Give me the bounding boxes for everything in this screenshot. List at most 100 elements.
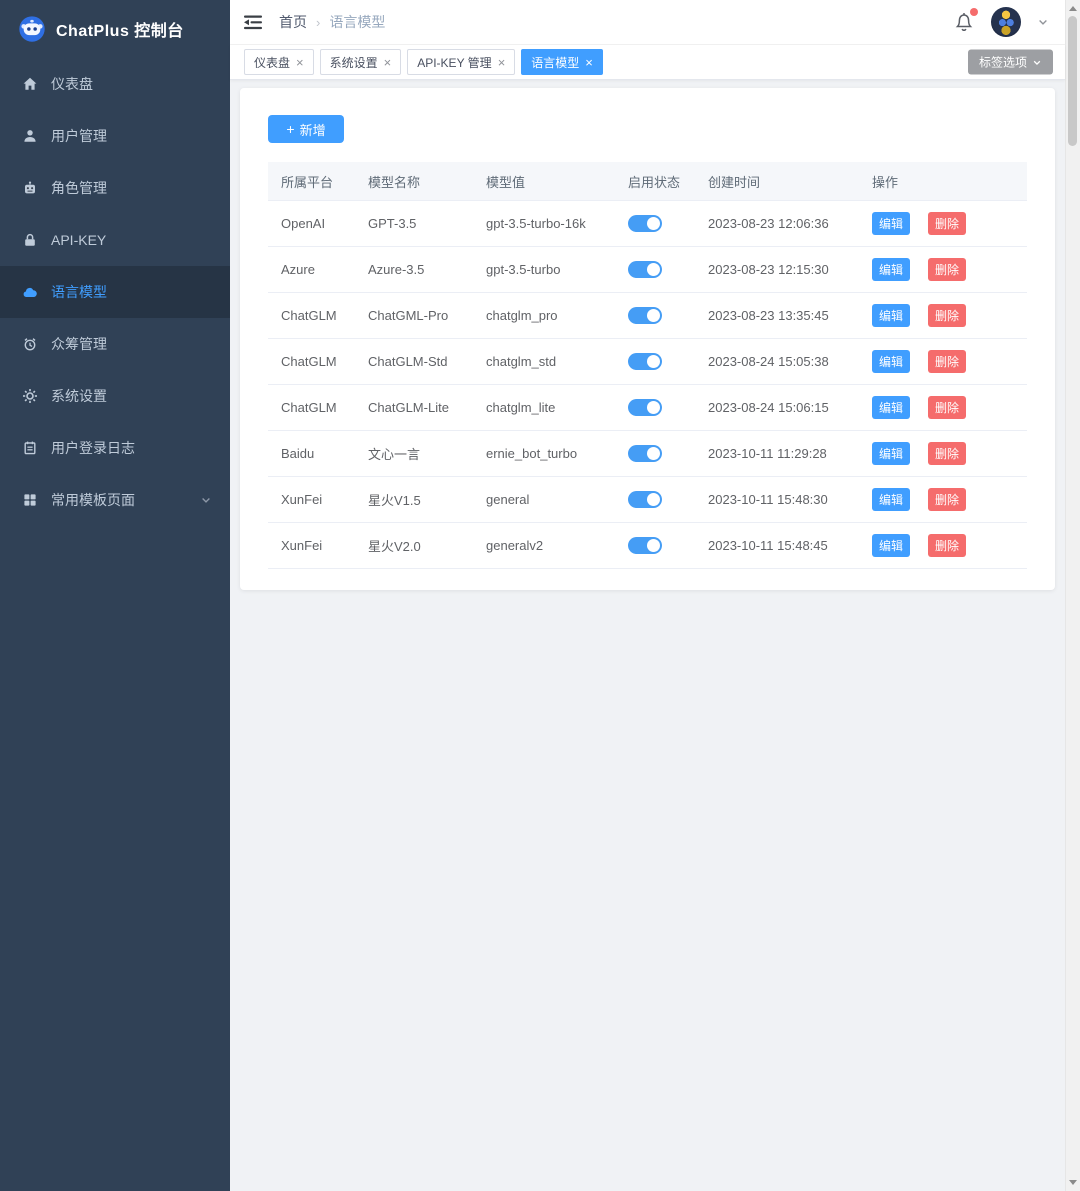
cell-model-value: generalv2	[486, 538, 544, 553]
sidebar-item[interactable]: API-KEY	[0, 214, 230, 266]
col-platform: 所属平台	[281, 174, 334, 190]
cell-platform: XunFei	[281, 538, 323, 553]
sidebar-item[interactable]: 用户登录日志	[0, 422, 230, 474]
table-header-row: 所属平台 模型名称 模型值 启用状态 创建时间 操作	[268, 162, 1027, 201]
sidebar-item-label: 用户管理	[51, 128, 107, 144]
edit-button[interactable]: 编辑	[872, 488, 911, 511]
gear-icon	[22, 388, 38, 404]
tab-label: 仪表盘	[254, 55, 291, 70]
cell-created-time: 2023-10-11 15:48:30	[708, 492, 828, 507]
sidebar-item[interactable]: 仪表盘	[0, 58, 230, 110]
enable-toggle[interactable]	[628, 215, 662, 233]
view-tab[interactable]: 语言模型 ×	[521, 49, 603, 75]
breadcrumb-home[interactable]: 首页	[279, 14, 307, 30]
table-row: ChatGLM ChatGML-Pro chatglm_pro 2023-08-23 …	[268, 293, 1027, 339]
edit-button[interactable]: 编辑	[872, 534, 911, 557]
sidebar-item-label: 角色管理	[51, 180, 107, 196]
view-tab[interactable]: 系统设置 ×	[319, 49, 402, 75]
enable-toggle[interactable]	[628, 353, 662, 371]
col-model-value: 模型值	[486, 174, 526, 190]
alarm-clock-icon	[22, 336, 38, 352]
tab-label: 系统设置	[329, 55, 378, 70]
cell-actions: 编辑 删除	[859, 488, 1027, 511]
cell-created-time: 2023-08-23 12:15:30	[708, 262, 829, 277]
app-logo: ChatPlus 控制台	[0, 0, 230, 58]
models-table: 所属平台 模型名称 模型值 启用状态 创建时间 操作 OpenAI GPT-3.5…	[268, 162, 1027, 569]
table-row: OpenAI GPT-3.5 gpt-3.5-turbo-16k 2023-08-23…	[268, 201, 1027, 247]
tab-label: 语言模型	[531, 55, 580, 70]
cell-model-name: ChatGML-Pro	[368, 308, 449, 323]
cell-created-time: 2023-08-23 12:06:36	[708, 216, 829, 231]
sidebar-item[interactable]: 众筹管理	[0, 318, 230, 370]
col-created-time: 创建时间	[708, 174, 761, 190]
edit-button[interactable]: 编辑	[872, 396, 911, 419]
sidebar-item-label: 系统设置	[51, 388, 107, 404]
scroll-up-arrow-icon[interactable]	[1069, 6, 1077, 11]
edit-button[interactable]: 编辑	[872, 304, 911, 327]
sidebar-item[interactable]: 用户管理	[0, 110, 230, 162]
sidebar-item-label: 众筹管理	[51, 336, 107, 352]
delete-button[interactable]: 删除	[928, 350, 967, 373]
sidebar-collapse-icon[interactable]	[244, 15, 263, 30]
cell-platform: ChatGLM	[281, 400, 337, 415]
table-body: OpenAI GPT-3.5 gpt-3.5-turbo-16k 2023-08-23…	[268, 201, 1027, 569]
enable-toggle[interactable]	[628, 537, 662, 555]
enable-toggle[interactable]	[628, 307, 662, 325]
delete-button[interactable]: 删除	[928, 534, 967, 557]
delete-button[interactable]: 删除	[928, 396, 967, 419]
close-icon[interactable]: ×	[296, 54, 304, 70]
cell-actions: 编辑 删除	[859, 534, 1027, 557]
main-area: 首页 › 语言模型 仪表盘	[230, 0, 1065, 1191]
scroll-down-arrow-icon[interactable]	[1069, 1180, 1077, 1185]
edit-button[interactable]: 编辑	[872, 212, 911, 235]
add-model-button[interactable]: + 新增	[268, 115, 344, 143]
sidebar-item[interactable]: 常用模板页面	[0, 474, 230, 526]
tag-options-button[interactable]: 标签选项	[967, 49, 1053, 75]
sidebar-item[interactable]: 语言模型	[0, 266, 230, 318]
top-bar: 首页 › 语言模型	[230, 0, 1065, 45]
delete-button[interactable]: 删除	[928, 304, 967, 327]
delete-button[interactable]: 删除	[928, 258, 967, 281]
cell-actions: 编辑 删除	[859, 396, 1027, 419]
page-content: + 新增 所属平台 模型名称 模型值 启用状态 创建时间 操作 OpenAI GP…	[230, 80, 1065, 1191]
user-avatar[interactable]	[991, 7, 1021, 37]
sidebar: ChatPlus 控制台 仪表盘用户管理角色管理 API-KEY 语言模型众筹管理系…	[0, 0, 230, 1191]
sidebar-item-label: 常用模板页面	[51, 492, 135, 508]
cell-platform: ChatGLM	[281, 308, 337, 323]
sidebar-item-label: 用户登录日志	[51, 440, 135, 456]
user-menu-chevron-down-icon[interactable]	[1037, 16, 1049, 28]
content-card: + 新增 所属平台 模型名称 模型值 启用状态 创建时间 操作 OpenAI GP…	[240, 88, 1055, 590]
delete-button[interactable]: 删除	[928, 212, 967, 235]
edit-button[interactable]: 编辑	[872, 442, 911, 465]
table-row: XunFei 星火V1.5 general 2023-10-11 15:48:30 编辑…	[268, 477, 1027, 523]
scrollbar[interactable]	[1065, 0, 1080, 1191]
cell-actions: 编辑 删除	[859, 350, 1027, 373]
cell-model-value: general	[486, 492, 530, 507]
edit-button[interactable]: 编辑	[872, 258, 911, 281]
scrollbar-thumb[interactable]	[1068, 16, 1077, 146]
cell-model-value: ernie_bot_turbo	[486, 446, 578, 461]
cell-actions: 编辑 删除	[859, 442, 1027, 465]
cell-created-time: 2023-08-24 15:06:15	[708, 400, 829, 415]
cell-created-time: 2023-10-11 15:48:45	[708, 538, 828, 553]
delete-button[interactable]: 删除	[928, 488, 967, 511]
close-icon[interactable]: ×	[585, 54, 593, 70]
sidebar-item[interactable]: 角色管理	[0, 162, 230, 214]
breadcrumb-separator-icon: ›	[316, 14, 321, 30]
close-icon[interactable]: ×	[497, 54, 506, 70]
enable-toggle[interactable]	[628, 445, 662, 463]
view-tab[interactable]: 仪表盘 ×	[244, 49, 314, 75]
notification-bell-icon[interactable]	[953, 8, 978, 34]
chatbot-logo-icon	[18, 15, 46, 43]
enable-toggle[interactable]	[628, 399, 662, 417]
sidebar-item[interactable]: 系统设置	[0, 370, 230, 422]
edit-button[interactable]: 编辑	[872, 350, 911, 373]
delete-button[interactable]: 删除	[928, 442, 967, 465]
col-enable-state: 启用状态	[628, 174, 681, 190]
close-icon[interactable]: ×	[383, 54, 392, 70]
enable-toggle[interactable]	[628, 491, 662, 509]
cell-model-value: gpt-3.5-turbo	[486, 262, 561, 277]
enable-toggle[interactable]	[628, 261, 662, 279]
view-tab[interactable]: API-KEY 管理 ×	[407, 49, 516, 75]
cell-model-name: Azure-3.5	[368, 262, 425, 277]
